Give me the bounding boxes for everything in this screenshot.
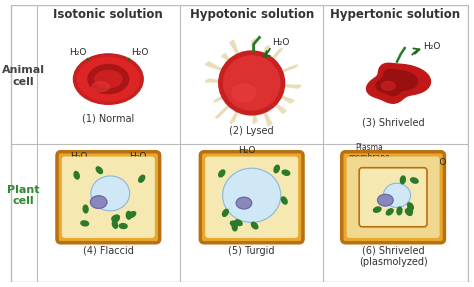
- Text: H₂O: H₂O: [238, 146, 255, 155]
- Text: Plasma
membrane: Plasma membrane: [348, 143, 390, 162]
- Ellipse shape: [91, 196, 107, 208]
- Text: H₂O: H₂O: [423, 42, 440, 51]
- Text: (1) Normal: (1) Normal: [82, 114, 135, 124]
- Ellipse shape: [232, 223, 237, 231]
- Ellipse shape: [91, 176, 130, 211]
- Ellipse shape: [405, 209, 412, 216]
- Ellipse shape: [112, 215, 119, 221]
- Ellipse shape: [128, 212, 136, 218]
- Ellipse shape: [401, 176, 405, 184]
- Text: (6) Shriveled
(plasmolyzed): (6) Shriveled (plasmolyzed): [359, 246, 428, 267]
- Ellipse shape: [73, 54, 143, 104]
- Ellipse shape: [410, 178, 418, 183]
- Ellipse shape: [230, 221, 238, 226]
- Ellipse shape: [222, 209, 228, 216]
- Ellipse shape: [139, 175, 145, 182]
- Ellipse shape: [119, 224, 127, 228]
- Ellipse shape: [274, 165, 279, 173]
- Text: Hypotonic solution: Hypotonic solution: [190, 8, 314, 22]
- Ellipse shape: [77, 57, 139, 101]
- FancyBboxPatch shape: [359, 168, 427, 227]
- Text: H₂O: H₂O: [429, 158, 447, 167]
- Ellipse shape: [383, 183, 410, 208]
- Ellipse shape: [235, 220, 242, 226]
- Polygon shape: [376, 69, 418, 96]
- Ellipse shape: [397, 207, 402, 215]
- Polygon shape: [366, 63, 430, 103]
- Ellipse shape: [236, 197, 252, 209]
- Ellipse shape: [219, 170, 225, 177]
- FancyBboxPatch shape: [205, 157, 298, 238]
- Ellipse shape: [408, 207, 412, 214]
- Ellipse shape: [92, 82, 109, 92]
- FancyBboxPatch shape: [342, 152, 445, 243]
- Ellipse shape: [83, 205, 88, 213]
- FancyBboxPatch shape: [346, 157, 439, 238]
- Ellipse shape: [113, 216, 119, 222]
- Text: Isotonic solution: Isotonic solution: [54, 8, 163, 22]
- FancyBboxPatch shape: [62, 157, 155, 238]
- Text: Hypertonic solution: Hypertonic solution: [330, 8, 460, 22]
- FancyBboxPatch shape: [57, 152, 160, 243]
- FancyBboxPatch shape: [201, 152, 303, 243]
- Ellipse shape: [223, 168, 281, 222]
- Text: H₂O: H₂O: [69, 49, 86, 57]
- Ellipse shape: [96, 167, 102, 174]
- Ellipse shape: [219, 51, 284, 115]
- Ellipse shape: [378, 194, 393, 206]
- Ellipse shape: [112, 221, 118, 228]
- Text: (4) Flaccid: (4) Flaccid: [83, 246, 134, 256]
- Ellipse shape: [408, 203, 413, 210]
- Ellipse shape: [282, 197, 287, 204]
- Text: Animal
cell: Animal cell: [1, 65, 45, 87]
- Text: H₂O: H₂O: [129, 152, 146, 161]
- Ellipse shape: [374, 207, 381, 212]
- Ellipse shape: [81, 221, 89, 226]
- Text: (2) Lysed: (2) Lysed: [229, 126, 274, 135]
- Ellipse shape: [232, 84, 256, 101]
- Ellipse shape: [88, 65, 128, 94]
- Ellipse shape: [386, 209, 393, 215]
- Text: (5) Turgid: (5) Turgid: [228, 246, 275, 256]
- Text: Plant
cell: Plant cell: [7, 185, 39, 206]
- Ellipse shape: [382, 82, 395, 90]
- Ellipse shape: [252, 222, 258, 229]
- Ellipse shape: [127, 212, 131, 219]
- Ellipse shape: [282, 170, 290, 175]
- Ellipse shape: [74, 172, 79, 179]
- Ellipse shape: [224, 56, 280, 110]
- Text: H₂O: H₂O: [272, 38, 290, 47]
- Ellipse shape: [95, 70, 122, 88]
- Text: (3) Shriveled: (3) Shriveled: [362, 118, 424, 128]
- Text: H₂O: H₂O: [71, 152, 88, 161]
- Text: H₂O: H₂O: [131, 49, 148, 57]
